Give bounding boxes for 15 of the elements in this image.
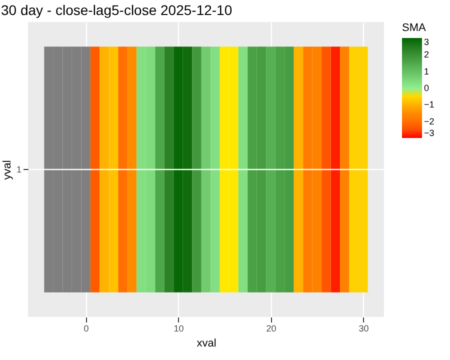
x-tick-label: 0	[84, 324, 89, 334]
y-axis-title: yval	[1, 160, 14, 180]
color-bar-label: −1	[424, 100, 434, 110]
color-bar-label: 1	[424, 66, 430, 76]
x-tick-label: 20	[266, 324, 276, 334]
color-bar-title: SMA	[402, 22, 426, 34]
color-bar-label: −3	[424, 128, 434, 138]
color-bar-label: 2	[424, 50, 430, 60]
x-tick-label: 30	[358, 324, 369, 334]
chart-title: 30 day - close-lag5-close 2025-12-10	[0, 2, 232, 18]
color-bar-label: 3	[424, 37, 430, 47]
x-tick-label: 10	[174, 324, 184, 334]
x-axis-title: xval	[196, 338, 216, 350]
color-bar-label: −2	[424, 116, 434, 126]
color-bar-label: 0	[424, 83, 430, 93]
